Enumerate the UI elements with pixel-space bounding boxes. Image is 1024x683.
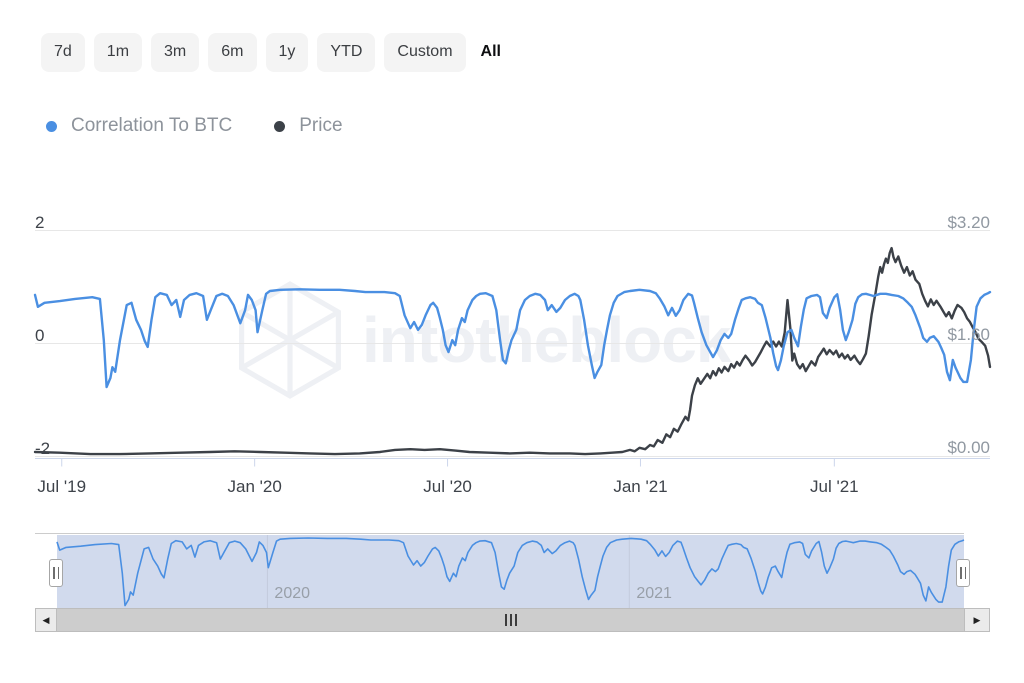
legend-label: Price: [299, 115, 343, 136]
scrollbar: ◀ ▶: [35, 608, 990, 632]
legend-item-price[interactable]: Price: [274, 115, 343, 137]
scrollbar-right-arrow-button[interactable]: ▶: [964, 608, 990, 632]
right-arrow-icon: ▶: [973, 614, 981, 625]
x-axis-label: Jan '20: [227, 477, 282, 496]
scrollbar-track[interactable]: [57, 608, 964, 632]
x-axis-label: Jul '20: [423, 477, 472, 496]
legend-label: Correlation To BTC: [71, 115, 233, 136]
range-button-1y[interactable]: 1y: [265, 33, 309, 72]
legend-item-correlation-to-btc[interactable]: Correlation To BTC: [46, 115, 232, 137]
plot-area[interactable]: [35, 208, 990, 458]
navigator-left-handle[interactable]: [49, 559, 63, 587]
range-button-1m[interactable]: 1m: [93, 33, 143, 72]
navigator-selected-range[interactable]: [57, 535, 964, 608]
legend-marker-correlation-to-btc-icon: [46, 120, 57, 132]
scrollbar-left-arrow-button[interactable]: ◀: [35, 608, 57, 632]
x-axis-label: Jul '19: [37, 477, 87, 496]
range-button-6m[interactable]: 6m: [208, 33, 257, 72]
range-button-ytd[interactable]: YTD: [317, 33, 376, 72]
legend: Correlation To BTC Price: [46, 115, 343, 137]
legend-marker-price-icon: [274, 120, 286, 132]
navigator-right-handle[interactable]: [956, 559, 970, 587]
range-button-custom[interactable]: Custom: [384, 33, 466, 72]
x-axis-label: Jul '21: [810, 477, 859, 496]
scrollbar-grip-icon[interactable]: [503, 612, 519, 628]
range-button-7d[interactable]: 7d: [41, 33, 85, 72]
x-axis-label: Jan '21: [613, 477, 668, 496]
range-button-3m[interactable]: 3m: [151, 33, 200, 72]
left-arrow-icon: ◀: [42, 614, 50, 625]
range-button-all[interactable]: All: [480, 43, 501, 60]
range-selector: 7d 1m 3m 6m 1y YTD Custom All: [41, 33, 507, 72]
